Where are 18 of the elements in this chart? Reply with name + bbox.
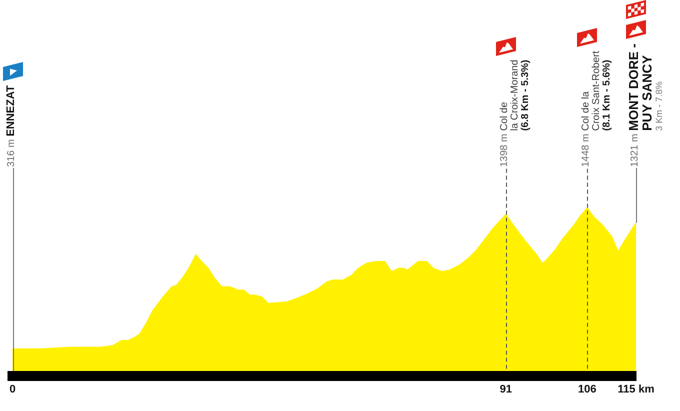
text: ENNEZAT	[5, 85, 18, 136]
text: PUY SANCY	[640, 54, 655, 131]
text: Col de la	[580, 90, 592, 131]
x-tick-label: 0	[9, 383, 16, 396]
text: (6.8 Km - 5.3%)	[520, 60, 532, 131]
x-tick-label: 106	[578, 383, 596, 396]
text: MONT DORE -	[626, 43, 642, 131]
text: (8.1 Km - 5.6%)	[601, 60, 612, 131]
annotation: 1448 m	[580, 134, 592, 167]
annotation: 1321 m	[629, 134, 640, 167]
annotation: 1398 m	[499, 134, 510, 167]
text: Col de	[499, 102, 510, 131]
text: Croix Sant-Robert	[590, 50, 602, 131]
x-tick-label: 91	[500, 383, 512, 396]
text: la Croix-Morand	[510, 60, 521, 131]
text: 3 Km - 7.8%	[654, 81, 664, 131]
x-tick-label: 115 km	[618, 383, 655, 396]
text: 316 m	[6, 139, 17, 167]
